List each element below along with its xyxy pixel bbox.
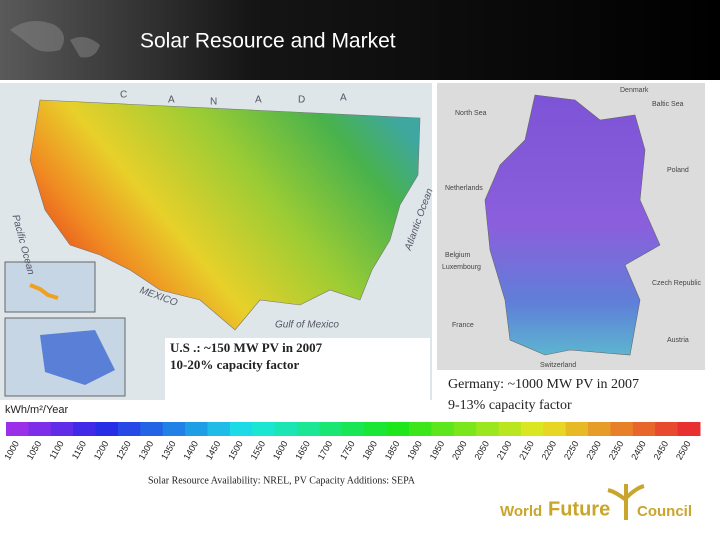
legend-swatch: [162, 422, 186, 436]
legend-swatch: [117, 422, 141, 436]
us-caption: 10-20% capacity factor: [170, 357, 299, 372]
map-label: Denmark: [620, 87, 649, 94]
logo-text: World: [500, 503, 542, 520]
legend-swatch: [476, 422, 500, 436]
map-label: A: [168, 95, 175, 106]
map-label: Poland: [667, 167, 689, 174]
legend-swatch: [185, 422, 208, 436]
map-label: Luxembourg: [442, 264, 481, 271]
legend-swatch: [520, 422, 544, 436]
legend-swatch: [95, 422, 119, 436]
legend-swatch: [610, 422, 634, 436]
world-map-icon: [10, 21, 100, 58]
legend-unit: kWh/m²/Year: [5, 404, 69, 416]
legend-swatch: [341, 422, 365, 436]
alaska-map: [40, 330, 115, 385]
logo-icon: [607, 484, 645, 520]
map-label: Austria: [667, 337, 689, 344]
legend-swatch: [677, 422, 701, 436]
map-label: Gulf of Mexico: [275, 320, 339, 331]
legend-swatch: [140, 422, 164, 436]
logo-text: Council: [637, 503, 692, 520]
map-label: Baltic Sea: [652, 101, 684, 108]
legend-swatch: [453, 422, 477, 436]
map-label: Belgium: [445, 252, 470, 259]
legend-swatch: [588, 422, 611, 436]
map-label: North Sea: [455, 110, 487, 117]
map-label: Netherlands: [445, 185, 483, 192]
map-label: A: [255, 95, 262, 106]
legend-swatch: [431, 422, 455, 436]
map-label: Switzerland: [540, 362, 576, 369]
legend-swatch: [50, 422, 74, 436]
slide-title: Solar Resource and Market: [140, 30, 396, 53]
legend-swatch: [73, 422, 97, 436]
logo-text: Future: [548, 498, 610, 520]
source: Solar Resource Availability: NREL, PV Ca…: [148, 475, 416, 486]
legend-swatch: [274, 422, 298, 436]
legend-swatch: [364, 422, 388, 436]
hawaii-inset: [4, 261, 96, 313]
legend-swatch: [297, 422, 320, 436]
legend-swatch: [543, 422, 567, 436]
legend-swatch: [6, 422, 29, 436]
map-label: C: [120, 90, 127, 101]
germany-caption: 9-13% capacity factor: [448, 398, 572, 413]
germany-map: [484, 94, 661, 356]
legend-swatch: [655, 422, 679, 436]
legend-swatch: [28, 422, 52, 436]
legend-swatch: [319, 422, 343, 436]
legend-swatch: [408, 422, 432, 436]
hawaii-map: [29, 283, 59, 300]
us-map: [29, 99, 421, 331]
map-label: Czech Republic: [652, 280, 702, 287]
map-label: N: [210, 97, 217, 108]
map-label: A: [340, 93, 347, 104]
legend-swatch: [252, 422, 276, 436]
color-legend: 1000 1050 1100 1150 1200 1250 1300 1350 1400 1450…: [2, 422, 701, 462]
legend-swatch: [565, 422, 589, 436]
us-caption: U.S .: ~150 MW PV in 2007: [170, 340, 323, 355]
us-caption-box: [165, 338, 430, 400]
map-label: France: [452, 322, 474, 329]
map-label: D: [298, 95, 305, 106]
legend-swatch: [386, 422, 410, 436]
legend-swatch: [498, 422, 522, 436]
header-band: [0, 0, 720, 80]
germany-caption: Germany: ~1000 MW PV in 2007: [448, 377, 639, 392]
legend-swatch: [632, 422, 656, 436]
legend-swatch: [229, 422, 253, 436]
legend-swatch: [207, 422, 231, 436]
